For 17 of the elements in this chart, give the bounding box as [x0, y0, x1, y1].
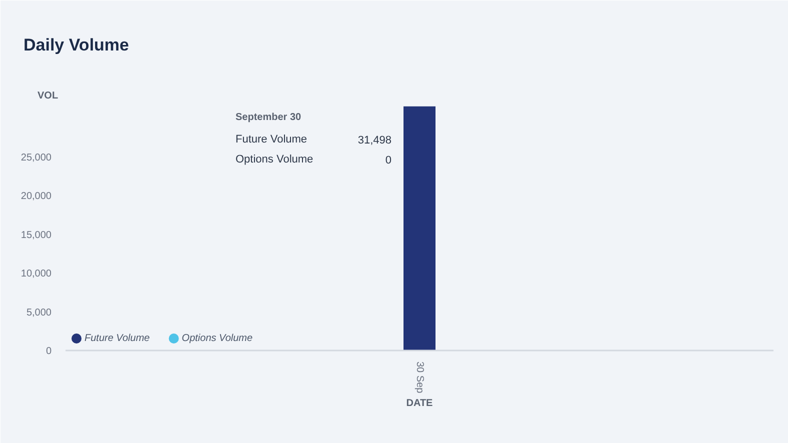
annotation: 31,498 — [358, 134, 392, 146]
x-tick-label: 30 Sep — [414, 362, 425, 394]
annotation: Options Volume — [236, 154, 314, 166]
x-axis-title: DATE — [406, 398, 434, 410]
y-tick-label: 15,000 — [20, 230, 52, 241]
legend-label: Options Volume — [182, 333, 254, 344]
y-tick-label: 0 — [46, 346, 52, 357]
y-tick-label: 5,000 — [26, 307, 52, 318]
chart-title: Daily Volume — [24, 36, 129, 54]
y-tick-label: 10,000 — [20, 268, 52, 280]
y-tick-label: 25,000 — [20, 152, 52, 164]
legend-label: Future Volume — [84, 333, 150, 344]
y-tick-label: 20,000 — [20, 191, 52, 202]
annotation: Future Volume — [236, 134, 308, 146]
annotation: 0 — [385, 154, 392, 166]
annotation: September 30 — [236, 112, 302, 123]
y-axis-title: VOL — [38, 90, 58, 102]
